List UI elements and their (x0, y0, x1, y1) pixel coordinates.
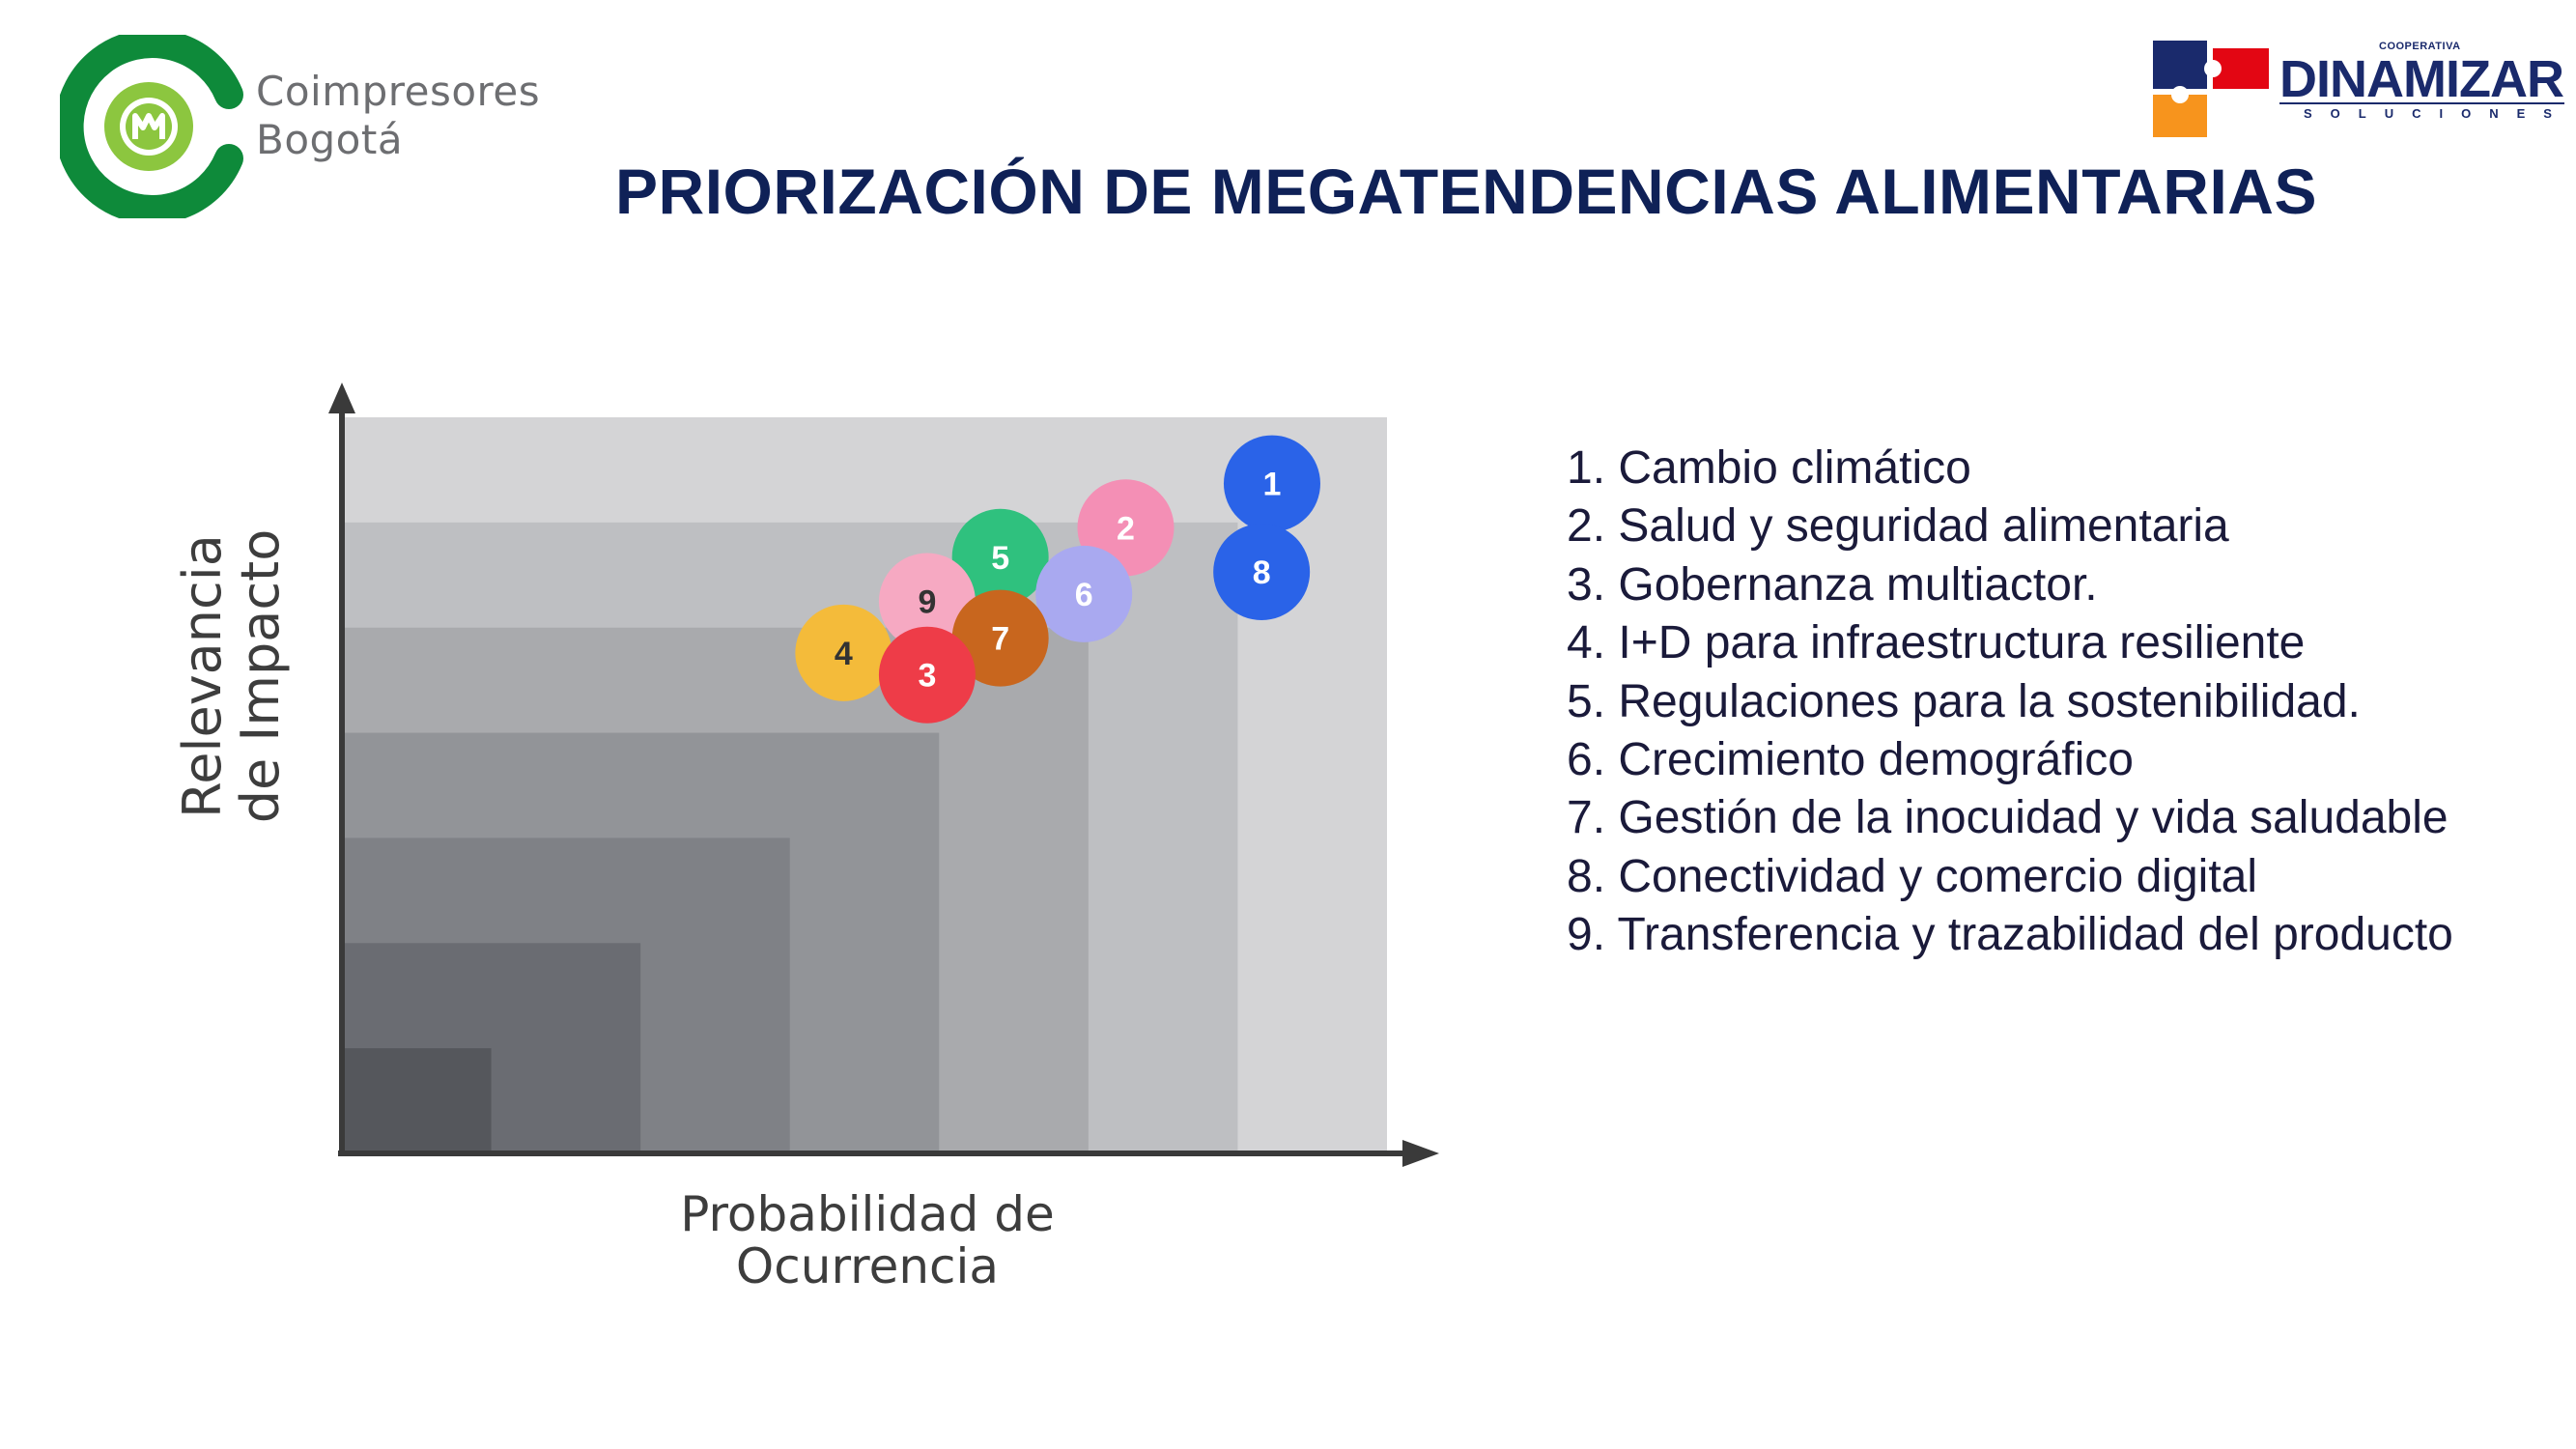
legend-item-6: 6. Crecimiento demográfico (1567, 734, 2134, 786)
point-3: 3 (878, 626, 976, 724)
dinamizar-top-text: COOPERATIVA (2379, 41, 2461, 52)
point-marker-1 (1223, 435, 1320, 532)
point-marker-6 (1035, 545, 1133, 642)
point-5: 5 (951, 508, 1049, 606)
legend-item-1: 1. Cambio climático (1567, 442, 1971, 494)
dinamizar-logo: COOPERATIVA DINAMIZAR SOLUCIONES (2149, 37, 2574, 143)
dinamizar-name: DINAMIZAR (2279, 50, 2564, 108)
logo-line1: Coimpresores (256, 68, 541, 115)
point-label-9: 9 (918, 584, 936, 621)
x-axis-title: Probabilidad de Ocurrencia (680, 1186, 1055, 1294)
dinamizar-underline (2279, 102, 2564, 104)
point-marker-5 (951, 508, 1049, 606)
trend-legend: 1. Cambio climático 2. Salud y seguridad… (1567, 440, 2533, 965)
point-6: 6 (1035, 545, 1133, 642)
legend-item-8: 8. Conectividad y comercio digital (1567, 850, 2258, 902)
legend-item-7: 7. Gestión de la inocuidad y vida saluda… (1567, 792, 2449, 844)
point-1: 1 (1223, 435, 1320, 532)
dinamizar-sub-text: SOLUCIONES (2304, 106, 2570, 121)
coimpresores-logo: Coimpresores Bogotá (60, 35, 581, 218)
point-label-8: 8 (1253, 554, 1271, 591)
x-axis-arrow (1402, 1140, 1439, 1167)
point-label-4: 4 (835, 636, 853, 672)
point-label-1: 1 (1263, 467, 1282, 503)
point-label-5: 5 (991, 540, 1009, 577)
y-axis-title: Relevancia de Impacto (172, 528, 291, 824)
point-7: 7 (951, 589, 1049, 687)
priority-band-7 (342, 1048, 492, 1153)
point-marker-4 (795, 604, 892, 701)
y-axis-arrow (328, 383, 355, 413)
point-9: 9 (878, 553, 976, 650)
point-marker-9 (878, 553, 976, 650)
logo-line2: Bogotá (256, 116, 404, 163)
point-label-6: 6 (1075, 577, 1093, 613)
point-marker-7 (951, 589, 1049, 687)
legend-item-2: 2. Salud y seguridad alimentaria (1567, 500, 2229, 553)
legend-item-4: 4. I+D para infraestructura resiliente (1567, 617, 2306, 669)
point-marker-3 (878, 626, 976, 724)
legend-item-9: 9. Transferencia y trazabilidad del prod… (1567, 909, 2453, 961)
legend-item-5: 5. Regulaciones para la sostenibilidad. (1567, 675, 2361, 727)
point-marker-8 (1213, 524, 1311, 621)
point-label-2: 2 (1117, 510, 1135, 547)
page-title: PRIORIZACIÓN DE MEGATENDENCIAS ALIMENTAR… (615, 156, 2317, 227)
coimpresores-logo-icon (60, 35, 243, 218)
point-8: 8 (1213, 524, 1311, 621)
point-label-3: 3 (918, 658, 936, 695)
point-label-7: 7 (991, 621, 1009, 658)
point-4: 4 (795, 604, 892, 701)
dinamizar-puzzle-icon (2153, 41, 2269, 137)
legend-item-3: 3. Gobernanza multiactor. (1567, 558, 2098, 611)
